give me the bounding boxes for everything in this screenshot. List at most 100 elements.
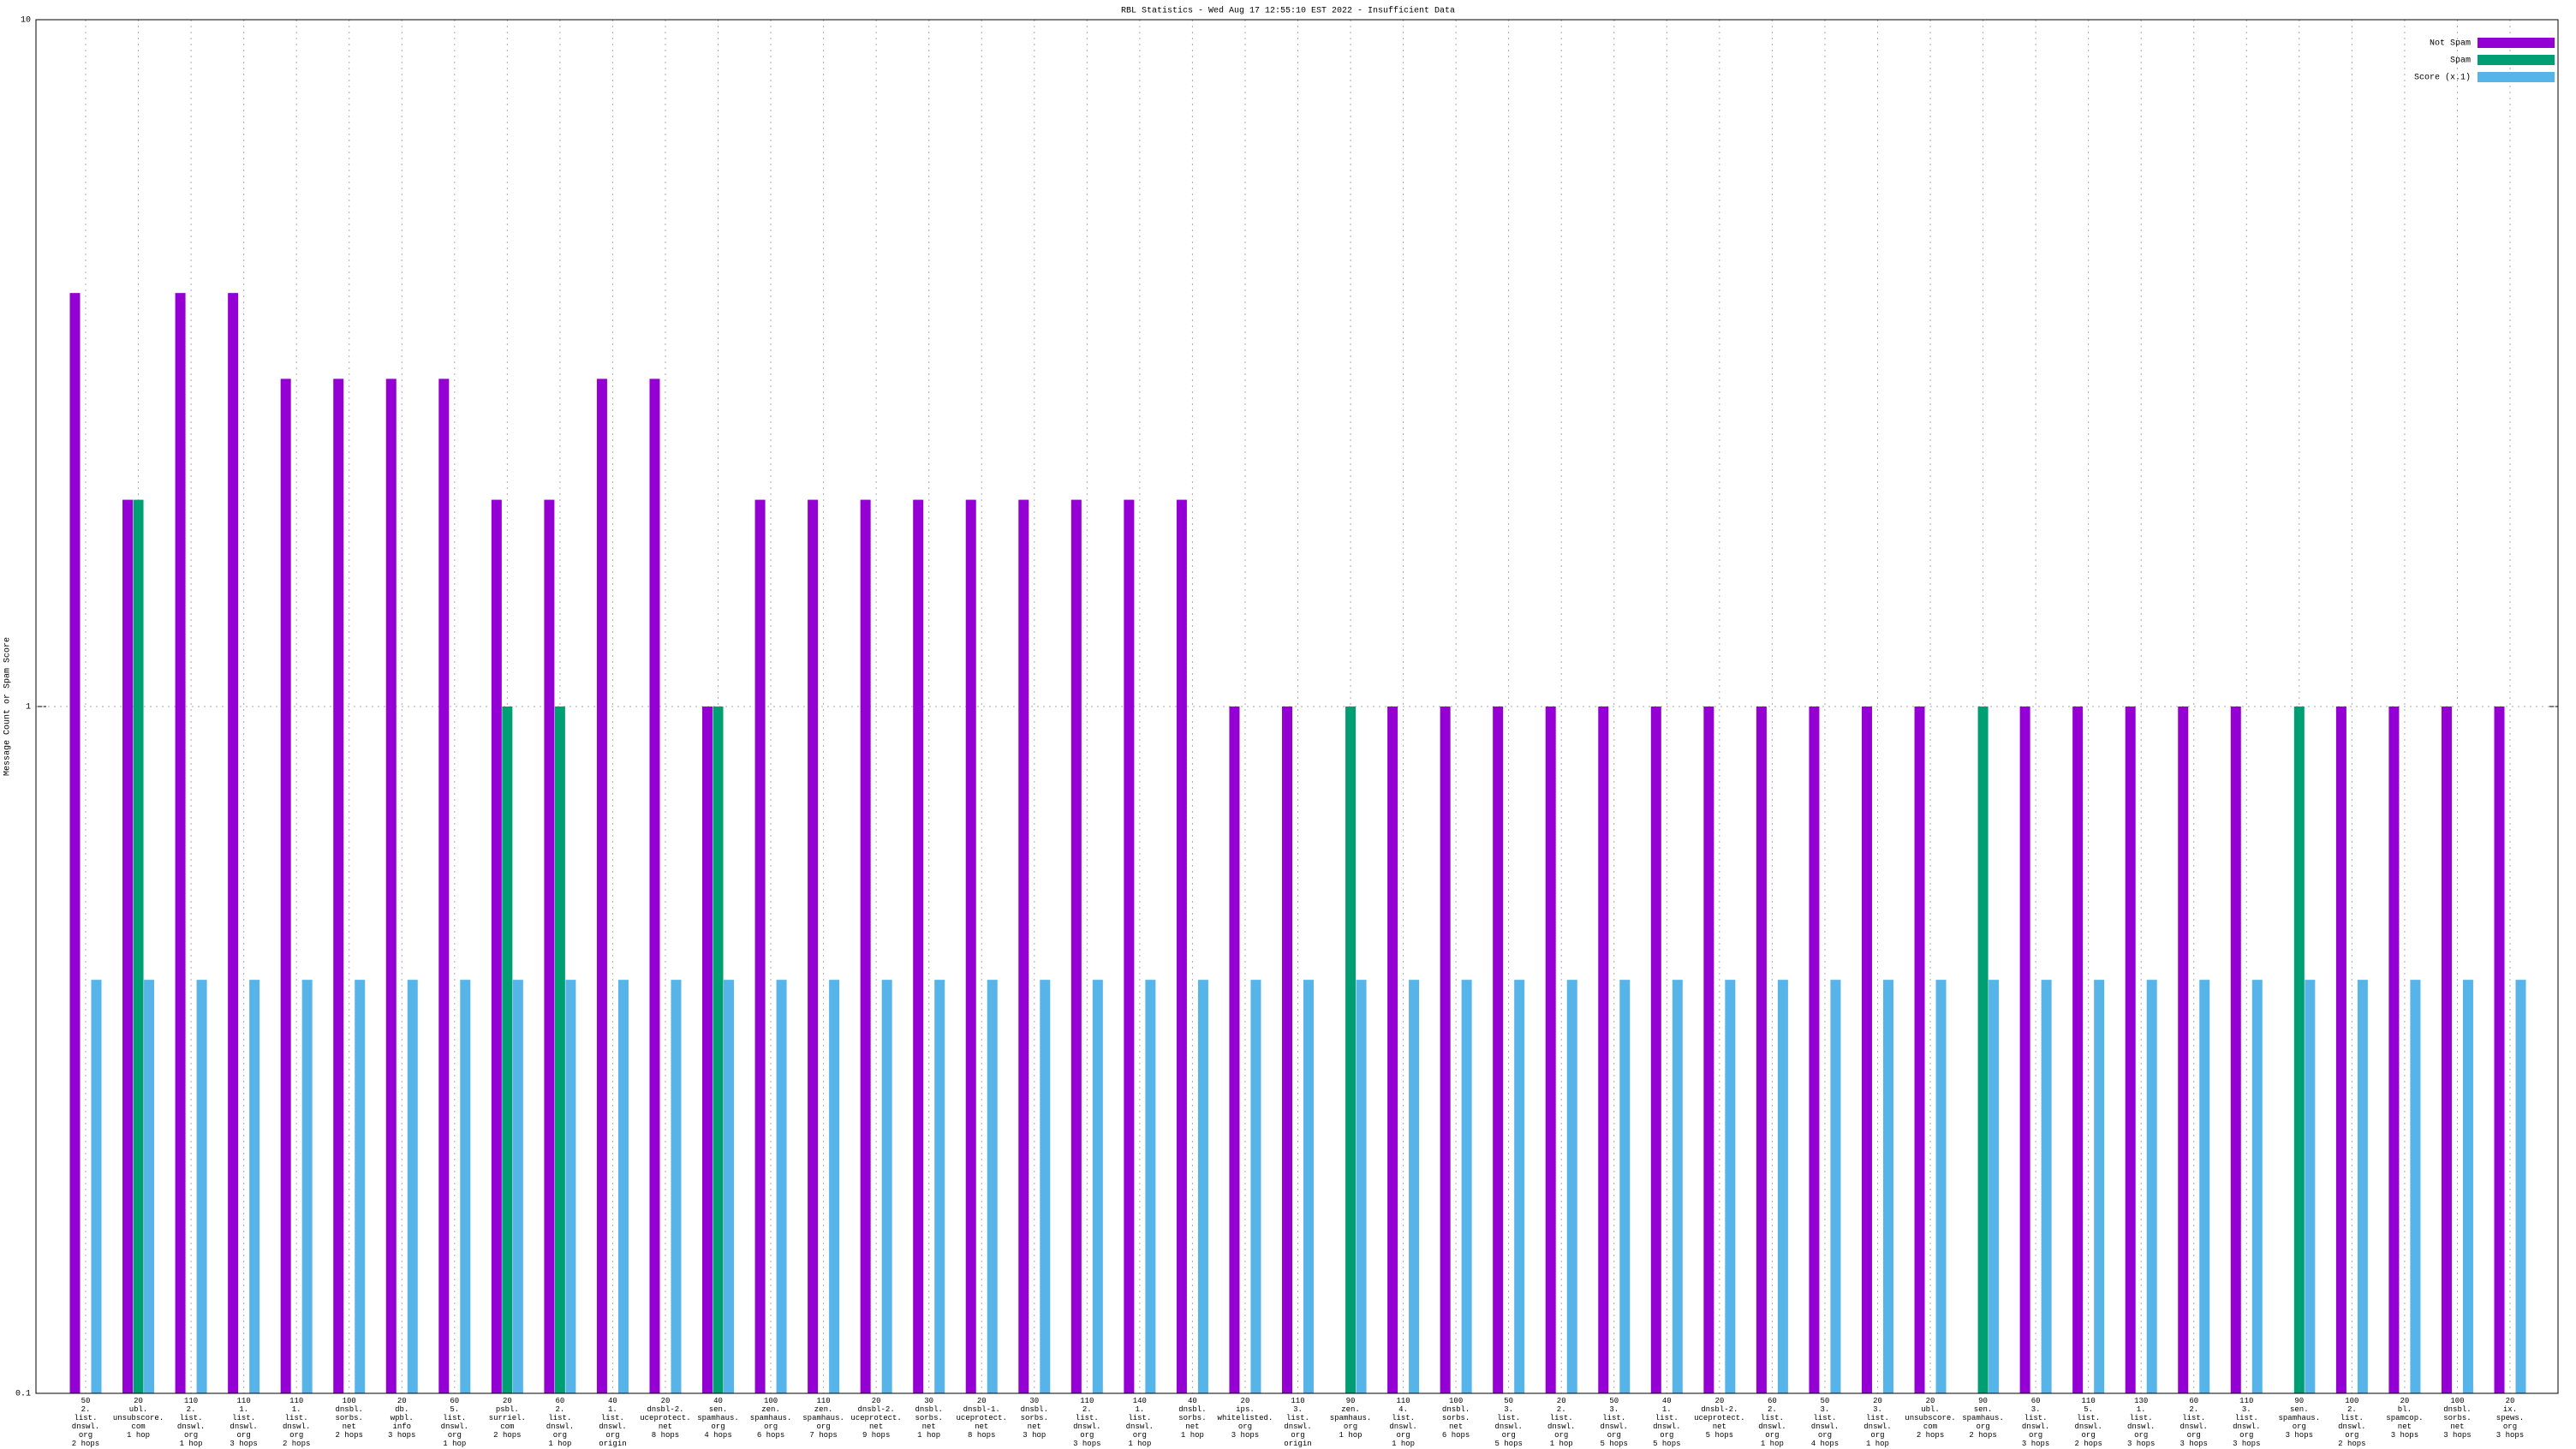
bar — [133, 499, 144, 1393]
bar — [702, 707, 713, 1393]
x-tick-label: 110 2. list. dnswl. org 1 hop — [176, 1397, 206, 1448]
bar — [2388, 707, 2400, 1393]
bar — [2441, 707, 2452, 1393]
x-tick-label: 90 zen. spamhaus. org 1 hop — [1329, 1397, 1372, 1440]
bar — [2072, 707, 2084, 1393]
x-tick-label: 30 dnsbl. sorbs. net 3 hop — [1020, 1397, 1048, 1440]
bar — [1703, 707, 1714, 1393]
x-tick-label: 140 1. list. dnswl. org 1 hop — [1125, 1397, 1154, 1448]
x-tick-label: 20 ix. spews. org 3 hops — [2496, 1397, 2525, 1440]
x-tick-label: 40 sen. spamhaus. org 4 hops — [697, 1397, 739, 1440]
bar — [1440, 707, 1451, 1393]
bar — [2125, 707, 2136, 1393]
bar — [385, 379, 397, 1393]
bar — [649, 379, 660, 1393]
y-tick-label: 1 — [26, 703, 31, 713]
bar — [1303, 980, 1314, 1393]
x-tick-label: 50 3. list. dnswl. org 4 hops — [1810, 1397, 1840, 1448]
x-tick-label: 110 3. list. dnswl. org origin — [1284, 1397, 1312, 1448]
x-tick-label: 40 1. list. dnswl. org 5 hops — [1653, 1397, 1681, 1448]
bar — [1409, 980, 1420, 1393]
bar — [1914, 707, 1925, 1393]
bar — [1092, 980, 1103, 1393]
x-tick-label: 100 dnsbl. sorbs. net 2 hops — [335, 1397, 363, 1440]
legend-swatch — [2478, 55, 2555, 65]
y-tick-label: 0.1 — [15, 1390, 31, 1399]
x-tick-label: 40 1. list. dnswl. org origin — [599, 1397, 627, 1448]
bar — [2462, 980, 2473, 1393]
x-tick-label: 20 dnsbl-2. uceprotect. net 5 hops — [1694, 1397, 1745, 1440]
bar — [502, 707, 513, 1393]
x-tick-label: 50 3. list. dnswl. org 5 hops — [1600, 1397, 1628, 1448]
x-tick-label: 20 ubl. unsubscore. com 2 hops — [1905, 1397, 1956, 1440]
bar — [544, 499, 555, 1393]
legend-swatch — [2478, 72, 2555, 82]
x-tick-label: 20 2. list. dnswl. org 1 hop — [1547, 1397, 1576, 1448]
bar — [122, 499, 134, 1393]
x-tick-label: 100 2. list. dnswl. org 2 hops — [2338, 1397, 2366, 1448]
x-tick-label: 100 dnsbl. sorbs. net 6 hops — [1441, 1397, 1470, 1440]
x-tick-label: 20 dnsbl-1. uceprotect. net 8 hops — [956, 1397, 1007, 1440]
bar — [1672, 980, 1683, 1393]
x-tick-label: 100 zen. spamhaus. org 6 hops — [749, 1397, 792, 1440]
bar — [2178, 707, 2189, 1393]
bar — [596, 379, 607, 1393]
bar — [860, 499, 871, 1393]
bar — [1777, 980, 1788, 1393]
bar — [965, 499, 976, 1393]
bar — [1598, 707, 1609, 1393]
bar — [724, 980, 735, 1393]
bar — [1387, 707, 1398, 1393]
bar — [2251, 980, 2263, 1393]
x-tick-label: 60 5. list. dnswl. org 1 hop — [440, 1397, 468, 1448]
bar — [2357, 980, 2368, 1393]
bar — [1229, 707, 1240, 1393]
bar — [1989, 980, 2000, 1393]
bar — [2019, 707, 2030, 1393]
bar — [1514, 980, 1525, 1393]
bar — [565, 980, 576, 1393]
bar — [713, 707, 724, 1393]
x-tick-label: 50 2. list. dnswl. org 2 hops — [71, 1397, 100, 1448]
x-tick-label: 60 3. list. dnswl. org 3 hops — [2021, 1397, 2050, 1448]
bar — [987, 980, 998, 1393]
x-tick-label: 60 2. list. dnswl. org 1 hop — [1758, 1397, 1786, 1448]
bar — [1756, 707, 1767, 1393]
bar — [438, 379, 450, 1393]
bar — [280, 379, 291, 1393]
legend-label: Not Spam — [2430, 39, 2471, 49]
bar — [1882, 980, 1893, 1393]
bar — [1977, 707, 1989, 1393]
bar — [1619, 980, 1631, 1393]
bar — [1861, 707, 1872, 1393]
bar — [881, 980, 892, 1393]
bar — [407, 980, 418, 1393]
x-tick-label: 110 1. list. dnswl. org 3 hops — [230, 1397, 258, 1448]
bar — [1282, 707, 1292, 1393]
x-tick-label: 20 db. wpbl. info 3 hops — [388, 1397, 416, 1440]
x-tick-label: 20 3. list. dnswl. org 1 hop — [1863, 1397, 1892, 1448]
bar — [1809, 707, 1820, 1393]
bar — [91, 980, 102, 1393]
y-axis-label: Message Count or Spam Score — [3, 637, 13, 776]
bar — [2293, 707, 2305, 1393]
bar — [617, 980, 629, 1393]
x-tick-label: 130 1. list. dnswl. org 3 hops — [2126, 1397, 2156, 1448]
bar — [301, 980, 313, 1393]
bar — [1830, 980, 1841, 1393]
bar — [776, 980, 787, 1393]
bar — [1176, 499, 1187, 1393]
y-tick-label: 10 — [21, 16, 31, 26]
bar — [2305, 980, 2316, 1393]
x-tick-label: 20 ips. whitelisted. org 3 hops — [1217, 1397, 1273, 1440]
bar — [2199, 980, 2210, 1393]
bar — [2515, 980, 2526, 1393]
plot-border — [35, 19, 2559, 1394]
x-tick-label: 50 3. list. dnswl. org 5 hops — [1494, 1397, 1523, 1448]
bar — [2335, 707, 2346, 1393]
bar — [1493, 707, 1504, 1393]
legend-label: Spam — [2450, 57, 2471, 66]
bar — [1650, 707, 1661, 1393]
bar — [2410, 980, 2421, 1393]
